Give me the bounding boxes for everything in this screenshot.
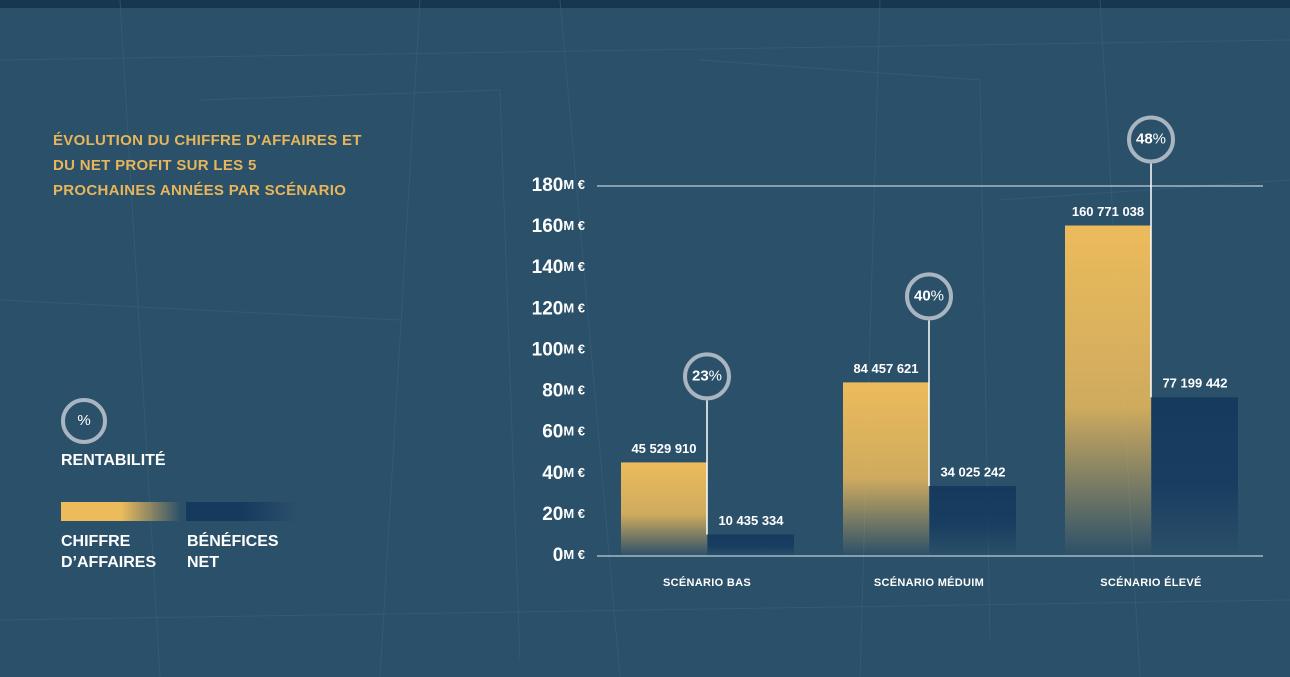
y-tick-label: 40M € — [542, 463, 585, 484]
y-tick-label: 0M € — [553, 545, 585, 566]
y-tick-label: 60M € — [542, 422, 585, 443]
y-tick-label: 160M € — [532, 216, 585, 237]
x-tick-label: SCÉNARIO MÉDUIM — [874, 576, 984, 589]
y-tick-label: 80M € — [542, 381, 585, 402]
profitability-label: 23% — [692, 367, 722, 384]
legend-label: CHIFFRE D’AFFAIRES — [61, 533, 157, 571]
y-tick-label: 180M € — [532, 175, 585, 196]
top-band — [0, 0, 1290, 8]
profitability-circle — [1127, 115, 1175, 164]
x-tick-label: SCÉNARIO BAS — [663, 576, 751, 589]
legend-label: BÉNÉFICES NET — [187, 533, 279, 571]
x-tick-label: SCÉNARIO ÉLEVÉ — [1100, 576, 1201, 589]
legend-symbol: % — [61, 398, 107, 444]
bar — [930, 486, 1016, 556]
y-tick-label: 120M € — [532, 298, 585, 319]
legend-swatch — [186, 502, 298, 521]
profitability-label: 40% — [914, 287, 944, 304]
value-label: 10 435 334 — [718, 513, 784, 528]
bar — [843, 382, 929, 556]
value-label: 160 771 038 — [1072, 204, 1144, 219]
profitability-label: 48% — [1136, 130, 1166, 147]
bar — [621, 462, 707, 556]
value-label: 34 025 242 — [940, 464, 1005, 479]
value-label: 45 529 910 — [631, 441, 696, 456]
plot: 0M € 20M € 40M € 60M € 80M € 100M € 120M € 140M… — [532, 115, 1263, 589]
bar — [708, 534, 794, 556]
bar — [1152, 397, 1238, 556]
legend-label: RENTABILITÉ — [61, 452, 166, 469]
value-label: 84 457 621 — [853, 361, 918, 376]
y-tick-label: 140M € — [532, 257, 585, 278]
y-tick-label: 20M € — [542, 504, 585, 525]
chart-title: ÉVOLUTION DU CHIFFRE D'AFFAIRES ET DU NE… — [53, 132, 362, 199]
value-label: 77 199 442 — [1162, 376, 1227, 391]
profitability-circle — [683, 352, 731, 401]
profitability-circle — [905, 272, 953, 321]
legend-swatch — [61, 502, 181, 521]
y-tick-label: 100M € — [532, 339, 585, 360]
bar — [1065, 225, 1151, 557]
